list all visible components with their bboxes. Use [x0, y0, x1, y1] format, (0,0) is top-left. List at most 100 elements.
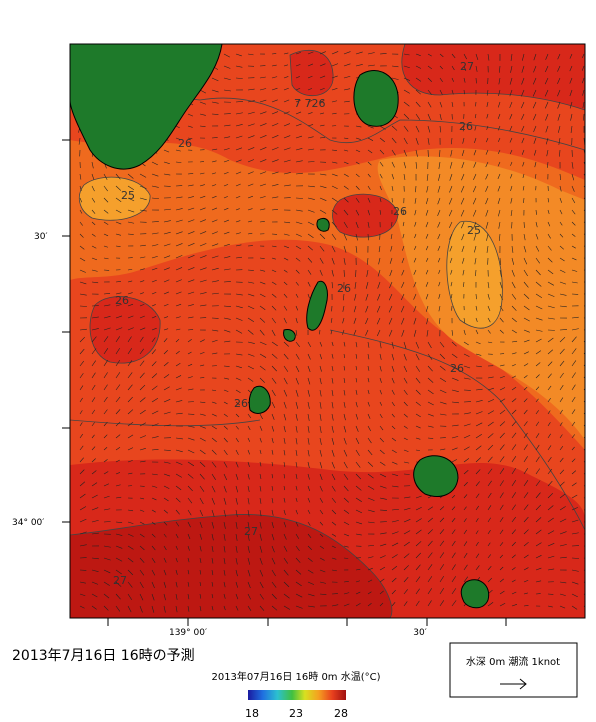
current-arrow — [415, 413, 421, 418]
current-arrow — [211, 473, 216, 480]
current-arrow — [283, 221, 291, 224]
current-arrow — [211, 497, 215, 505]
current-arrow — [545, 137, 549, 145]
current-arrow — [115, 496, 122, 499]
current-arrow — [319, 377, 322, 385]
current-arrow — [523, 305, 530, 311]
current-arrow — [223, 207, 229, 211]
current-arrow — [473, 221, 477, 229]
current-arrow — [163, 449, 171, 451]
current-arrow — [499, 542, 504, 547]
current-arrow — [127, 557, 134, 563]
current-arrow — [413, 317, 417, 325]
current-arrow — [91, 605, 97, 610]
current-arrow — [535, 529, 542, 535]
current-arrow — [535, 480, 541, 487]
current-arrow — [391, 365, 395, 372]
current-arrow — [163, 473, 171, 477]
current-arrow — [523, 245, 527, 253]
current-arrow — [307, 545, 312, 550]
current-arrow — [487, 317, 491, 323]
contour-label: 26 — [234, 397, 248, 410]
current-arrow — [271, 557, 276, 565]
current-arrow — [343, 185, 349, 190]
current-arrow — [401, 329, 405, 337]
current-arrow — [187, 137, 193, 140]
current-arrow — [413, 329, 417, 337]
current-arrow — [91, 384, 96, 391]
current-arrow — [485, 221, 489, 229]
current-arrow — [259, 377, 265, 383]
current-arrow — [187, 291, 195, 295]
legend-box — [449, 642, 578, 698]
current-arrow — [487, 305, 491, 312]
current-arrow — [509, 149, 513, 155]
current-arrow — [331, 281, 334, 289]
current-arrow — [319, 365, 322, 372]
current-arrow — [163, 328, 169, 331]
current-arrow — [535, 257, 540, 264]
current-arrow — [103, 233, 109, 237]
current-arrow — [115, 434, 121, 439]
current-arrow — [295, 329, 298, 336]
current-arrow — [365, 305, 369, 313]
current-arrow — [535, 338, 542, 343]
current-arrow — [545, 65, 549, 73]
current-arrow — [103, 221, 109, 225]
current-arrow — [355, 461, 361, 468]
current-arrow — [211, 425, 217, 430]
current-arrow — [475, 445, 482, 451]
current-arrow — [211, 243, 219, 247]
current-arrow — [139, 397, 146, 403]
current-arrow — [211, 137, 218, 139]
current-arrow — [403, 365, 408, 373]
current-arrow — [259, 521, 262, 529]
current-arrow — [127, 460, 133, 463]
current-arrow — [139, 409, 146, 415]
current-arrow — [103, 483, 110, 487]
current-arrow — [547, 468, 553, 475]
current-arrow — [259, 461, 262, 467]
current-arrow — [557, 65, 561, 72]
current-arrow — [523, 339, 530, 343]
current-arrow — [449, 221, 453, 229]
current-arrow — [247, 159, 255, 163]
current-arrow — [199, 473, 205, 480]
current-arrow — [139, 521, 145, 525]
current-arrow — [391, 377, 395, 384]
current-arrow — [319, 137, 326, 139]
current-arrow — [295, 221, 303, 225]
current-arrow — [271, 99, 278, 103]
current-arrow — [487, 542, 491, 547]
current-arrow — [271, 123, 279, 127]
current-arrow — [497, 173, 501, 180]
current-arrow — [103, 421, 108, 427]
current-arrow — [307, 124, 314, 127]
current-arrow — [355, 509, 363, 514]
current-arrow — [175, 255, 183, 259]
current-arrow — [475, 422, 483, 427]
current-arrow — [559, 233, 564, 238]
current-arrow — [91, 470, 97, 475]
current-arrow — [331, 545, 336, 548]
current-arrow — [319, 112, 325, 115]
current-arrow — [211, 219, 218, 223]
current-arrow — [271, 377, 277, 384]
current-arrow — [439, 413, 447, 416]
current-arrow — [319, 593, 327, 595]
current-arrow — [343, 449, 348, 457]
current-arrow — [343, 592, 350, 595]
lat-label: 30′ — [34, 232, 48, 242]
current-arrow — [139, 256, 146, 259]
current-arrow — [367, 353, 370, 360]
current-arrow — [425, 221, 429, 228]
current-arrow — [499, 554, 504, 559]
current-arrow — [571, 434, 575, 439]
current-arrow — [475, 530, 479, 535]
current-arrow — [331, 533, 337, 537]
current-arrow — [307, 197, 315, 200]
current-arrow — [199, 497, 204, 505]
current-arrow — [187, 581, 190, 587]
current-arrow — [462, 137, 465, 144]
current-arrow — [103, 459, 108, 463]
